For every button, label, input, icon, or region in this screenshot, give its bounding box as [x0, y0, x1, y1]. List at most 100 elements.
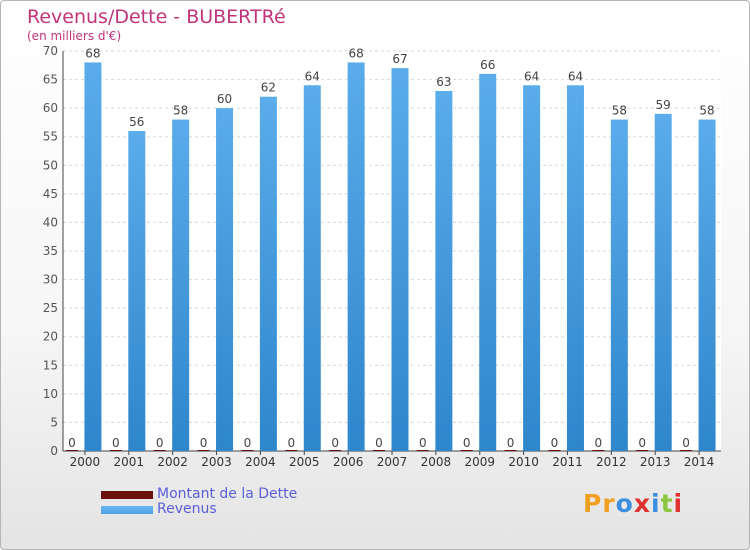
data-label-revenus: 68 [85, 46, 100, 60]
data-label-dette: 0 [375, 436, 383, 450]
data-label-dette: 0 [419, 436, 427, 450]
x-tick-label: 2012 [596, 455, 627, 469]
bar-revenus [479, 73, 497, 451]
x-tick-label: 2009 [464, 455, 495, 469]
x-tick-label: 2001 [114, 455, 145, 469]
bar-dette [197, 450, 210, 451]
data-label-dette: 0 [682, 436, 690, 450]
y-tick-label: 55 [43, 130, 58, 144]
bar-revenus [391, 68, 409, 452]
data-label-revenus: 64 [568, 69, 583, 83]
x-tick-label: 2005 [289, 455, 320, 469]
bar-revenus [566, 85, 584, 452]
bar-revenus [654, 113, 672, 451]
bar-dette [373, 450, 385, 451]
bar-revenus [347, 62, 365, 452]
bar-dette [460, 450, 473, 451]
data-label-revenus: 63 [436, 75, 451, 89]
bar-revenus [259, 96, 277, 451]
y-tick-label: 65 [43, 73, 58, 87]
logo-letter: t [660, 489, 674, 518]
logo-letter: r [602, 489, 616, 518]
y-tick-label: 0 [50, 444, 58, 458]
bar-revenus [303, 85, 321, 452]
data-label-revenus: 66 [480, 58, 495, 72]
bar-dette [548, 450, 561, 451]
bar-revenus [128, 131, 146, 451]
x-tick-label: 2006 [333, 455, 364, 469]
bar-revenus [172, 119, 190, 452]
bar-revenus [523, 85, 541, 452]
data-label-dette: 0 [331, 436, 339, 450]
bar-revenus [698, 119, 716, 452]
y-tick-label: 35 [43, 244, 58, 258]
data-label-revenus: 64 [305, 69, 320, 83]
data-label-revenus: 59 [656, 98, 671, 112]
y-tick-label: 70 [43, 44, 58, 58]
y-tick-label: 60 [43, 101, 58, 115]
data-label-revenus: 62 [261, 81, 276, 95]
bar-dette [636, 450, 649, 451]
bar-dette [65, 450, 78, 451]
logo-letter: i [651, 489, 661, 518]
data-label-dette: 0 [595, 436, 603, 450]
data-label-revenus: 58 [173, 104, 188, 118]
x-tick-label: 2007 [377, 455, 408, 469]
data-label-dette: 0 [507, 436, 515, 450]
y-tick-label: 30 [43, 273, 58, 287]
legend-swatch-dette [101, 491, 153, 499]
bar-dette [416, 450, 429, 451]
x-tick-label: 2003 [201, 455, 232, 469]
bar-dette [109, 450, 122, 451]
data-label-dette: 0 [156, 436, 164, 450]
bar-dette [241, 450, 254, 451]
bar-dette [153, 450, 166, 451]
logo-letter: i [673, 489, 684, 518]
x-tick-label: 2002 [157, 455, 188, 469]
bar-dette [285, 450, 298, 451]
bar-revenus [610, 119, 628, 452]
bar-dette [680, 450, 693, 451]
x-tick-label: 2004 [245, 455, 276, 469]
y-tick-label: 15 [43, 358, 58, 372]
data-label-revenus: 68 [348, 46, 363, 60]
proxiti-logo: Proxiti [583, 489, 683, 518]
data-label-revenus: 64 [524, 69, 539, 83]
legend-label-revenus: Revenus [157, 501, 217, 517]
x-tick-label: 2008 [421, 455, 452, 469]
bar-revenus [84, 62, 102, 452]
data-label-dette: 0 [68, 436, 76, 450]
logo-letter: x [633, 489, 651, 518]
y-tick-label: 25 [43, 301, 58, 315]
logo-letter: P [583, 489, 603, 518]
data-label-revenus: 56 [129, 115, 144, 129]
x-tick-label: 2010 [508, 455, 539, 469]
data-label-dette: 0 [112, 436, 120, 450]
x-tick-label: 2014 [684, 455, 715, 469]
data-label-dette: 0 [200, 436, 208, 450]
data-label-dette: 0 [244, 436, 252, 450]
logo-letter: o [615, 489, 634, 518]
data-label-dette: 0 [287, 436, 295, 450]
y-tick-label: 10 [43, 387, 58, 401]
y-tick-label: 20 [43, 330, 58, 344]
data-label-revenus: 60 [217, 92, 232, 106]
data-label-dette: 0 [638, 436, 646, 450]
chart-subtitle: (en milliers d'€) [27, 29, 122, 43]
data-label-dette: 0 [551, 436, 559, 450]
data-label-revenus: 58 [612, 104, 627, 118]
y-tick-label: 50 [43, 158, 58, 172]
legend-label-dette: Montant de la Dette [157, 486, 298, 502]
data-label-dette: 0 [463, 436, 471, 450]
x-tick-label: 2011 [552, 455, 583, 469]
x-tick-label: 2013 [640, 455, 671, 469]
bar-revenus [216, 108, 234, 452]
bar-dette [592, 450, 605, 451]
chart-title: Revenus/Dette - BUBERTRé [27, 6, 286, 28]
bar-dette [329, 450, 342, 451]
data-label-revenus: 58 [699, 104, 714, 118]
data-label-revenus: 67 [392, 52, 407, 66]
y-tick-label: 40 [43, 215, 58, 229]
